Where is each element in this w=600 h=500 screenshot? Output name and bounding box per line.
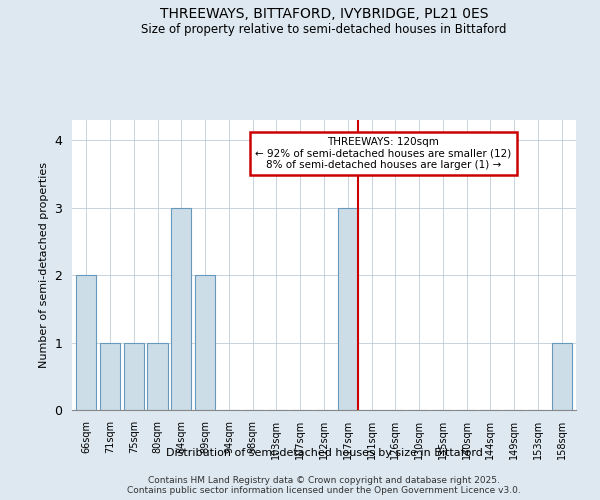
- Text: THREEWAYS: 120sqm
← 92% of semi-detached houses are smaller (12)
8% of semi-deta: THREEWAYS: 120sqm ← 92% of semi-detached…: [256, 137, 512, 170]
- Bar: [148, 342, 167, 410]
- Bar: [124, 342, 144, 410]
- Bar: [195, 275, 215, 410]
- Bar: [76, 275, 97, 410]
- Bar: [551, 342, 572, 410]
- Bar: [100, 342, 120, 410]
- Bar: [171, 208, 191, 410]
- Bar: [338, 208, 358, 410]
- Text: Distribution of semi-detached houses by size in Bittaford: Distribution of semi-detached houses by …: [166, 448, 482, 458]
- Text: Size of property relative to semi-detached houses in Bittaford: Size of property relative to semi-detach…: [141, 22, 507, 36]
- Y-axis label: Number of semi-detached properties: Number of semi-detached properties: [39, 162, 49, 368]
- Text: Contains HM Land Registry data © Crown copyright and database right 2025.
Contai: Contains HM Land Registry data © Crown c…: [127, 476, 521, 495]
- Text: THREEWAYS, BITTAFORD, IVYBRIDGE, PL21 0ES: THREEWAYS, BITTAFORD, IVYBRIDGE, PL21 0E…: [160, 8, 488, 22]
